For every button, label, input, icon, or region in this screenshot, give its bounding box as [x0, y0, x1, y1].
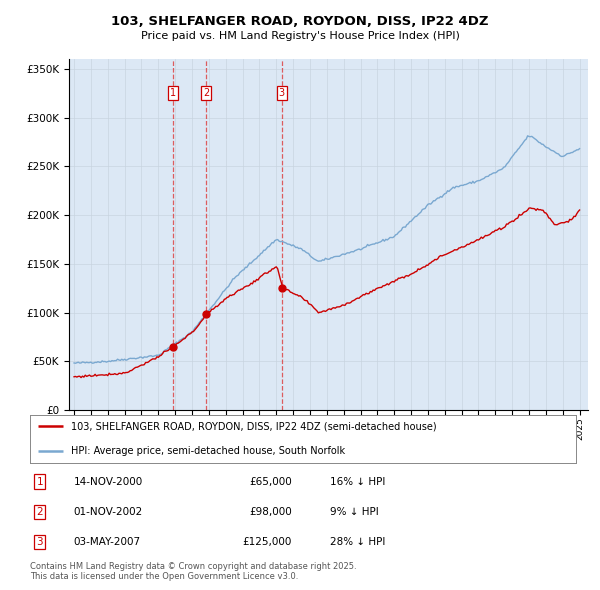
- Text: Price paid vs. HM Land Registry's House Price Index (HPI): Price paid vs. HM Land Registry's House …: [140, 31, 460, 41]
- Text: 103, SHELFANGER ROAD, ROYDON, DISS, IP22 4DZ (semi-detached house): 103, SHELFANGER ROAD, ROYDON, DISS, IP22…: [71, 421, 437, 431]
- Text: £125,000: £125,000: [243, 537, 292, 547]
- Text: 103, SHELFANGER ROAD, ROYDON, DISS, IP22 4DZ: 103, SHELFANGER ROAD, ROYDON, DISS, IP22…: [111, 15, 489, 28]
- Text: 3: 3: [37, 537, 43, 547]
- Text: Contains HM Land Registry data © Crown copyright and database right 2025.
This d: Contains HM Land Registry data © Crown c…: [30, 562, 356, 581]
- Bar: [173, 59, 206, 410]
- Text: 9% ↓ HPI: 9% ↓ HPI: [331, 507, 379, 517]
- Text: 2: 2: [203, 88, 209, 98]
- Text: 3: 3: [279, 88, 285, 98]
- Text: 16% ↓ HPI: 16% ↓ HPI: [331, 477, 386, 487]
- Text: 1: 1: [37, 477, 43, 487]
- Text: 14-NOV-2000: 14-NOV-2000: [74, 477, 143, 487]
- Text: 1: 1: [170, 88, 176, 98]
- Text: 28% ↓ HPI: 28% ↓ HPI: [331, 537, 386, 547]
- Text: £98,000: £98,000: [250, 507, 292, 517]
- Text: HPI: Average price, semi-detached house, South Norfolk: HPI: Average price, semi-detached house,…: [71, 445, 345, 455]
- Text: £65,000: £65,000: [250, 477, 292, 487]
- Bar: [206, 59, 282, 410]
- Text: 01-NOV-2002: 01-NOV-2002: [74, 507, 143, 517]
- Text: 2: 2: [37, 507, 43, 517]
- Text: 03-MAY-2007: 03-MAY-2007: [74, 537, 141, 547]
